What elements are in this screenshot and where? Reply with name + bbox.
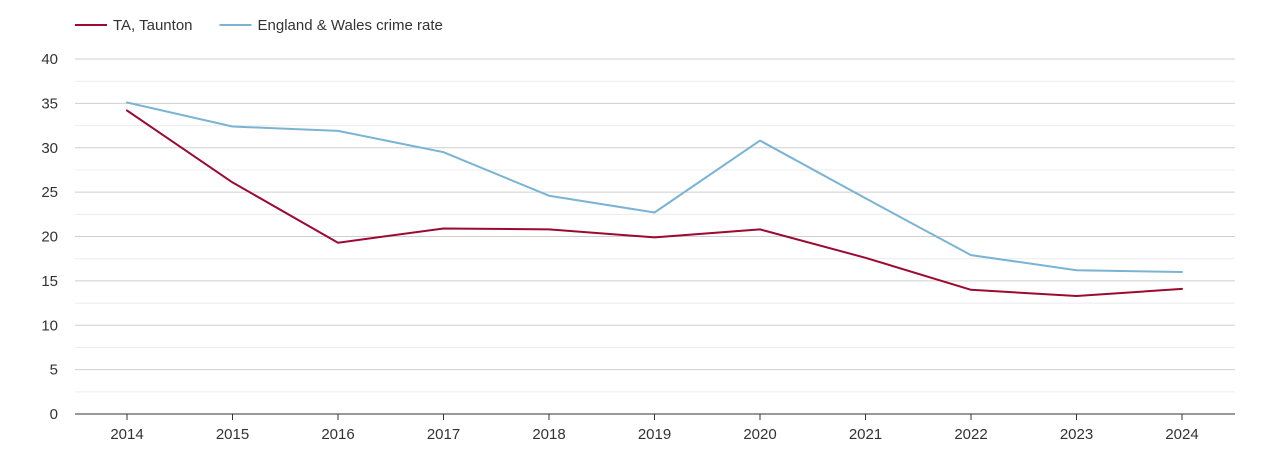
y-tick-label: 35 xyxy=(41,95,58,112)
y-tick-label: 15 xyxy=(41,273,58,290)
y-tick-label: 30 xyxy=(41,140,58,157)
legend-label: TA, Taunton xyxy=(113,17,193,34)
series-line-0 xyxy=(126,109,1183,297)
y-tick-label: 25 xyxy=(41,184,58,201)
y-tick-label: 0 xyxy=(50,406,58,423)
series-lines xyxy=(126,101,1183,297)
x-tick-label: 2016 xyxy=(321,426,354,443)
y-tick-label: 20 xyxy=(41,229,58,246)
x-tick-label: 2020 xyxy=(743,426,776,443)
x-tick-label: 2017 xyxy=(427,426,460,443)
x-tick-label: 2022 xyxy=(954,426,987,443)
y-tick-label: 5 xyxy=(50,362,58,379)
x-tick-label: 2021 xyxy=(849,426,882,443)
legend-label: England & Wales crime rate xyxy=(258,17,443,34)
x-tick-label: 2018 xyxy=(532,426,565,443)
axes: 0 5 10 15 20 25 30 35 40 2014 2015 2016 2017 2018 2019… xyxy=(41,51,1235,443)
x-tick-label: 2024 xyxy=(1165,426,1198,443)
y-tick-label: 10 xyxy=(41,317,58,334)
x-tick-label: 2019 xyxy=(638,426,671,443)
x-tick-label: 2015 xyxy=(216,426,249,443)
grid-lines xyxy=(75,58,1235,393)
y-tick-label: 40 xyxy=(41,51,58,68)
series-line-1 xyxy=(126,101,1183,273)
x-tick-label: 2014 xyxy=(110,426,143,443)
legend: TA, Taunton England & Wales crime rate xyxy=(75,17,443,34)
x-tick-label: 2023 xyxy=(1060,426,1093,443)
